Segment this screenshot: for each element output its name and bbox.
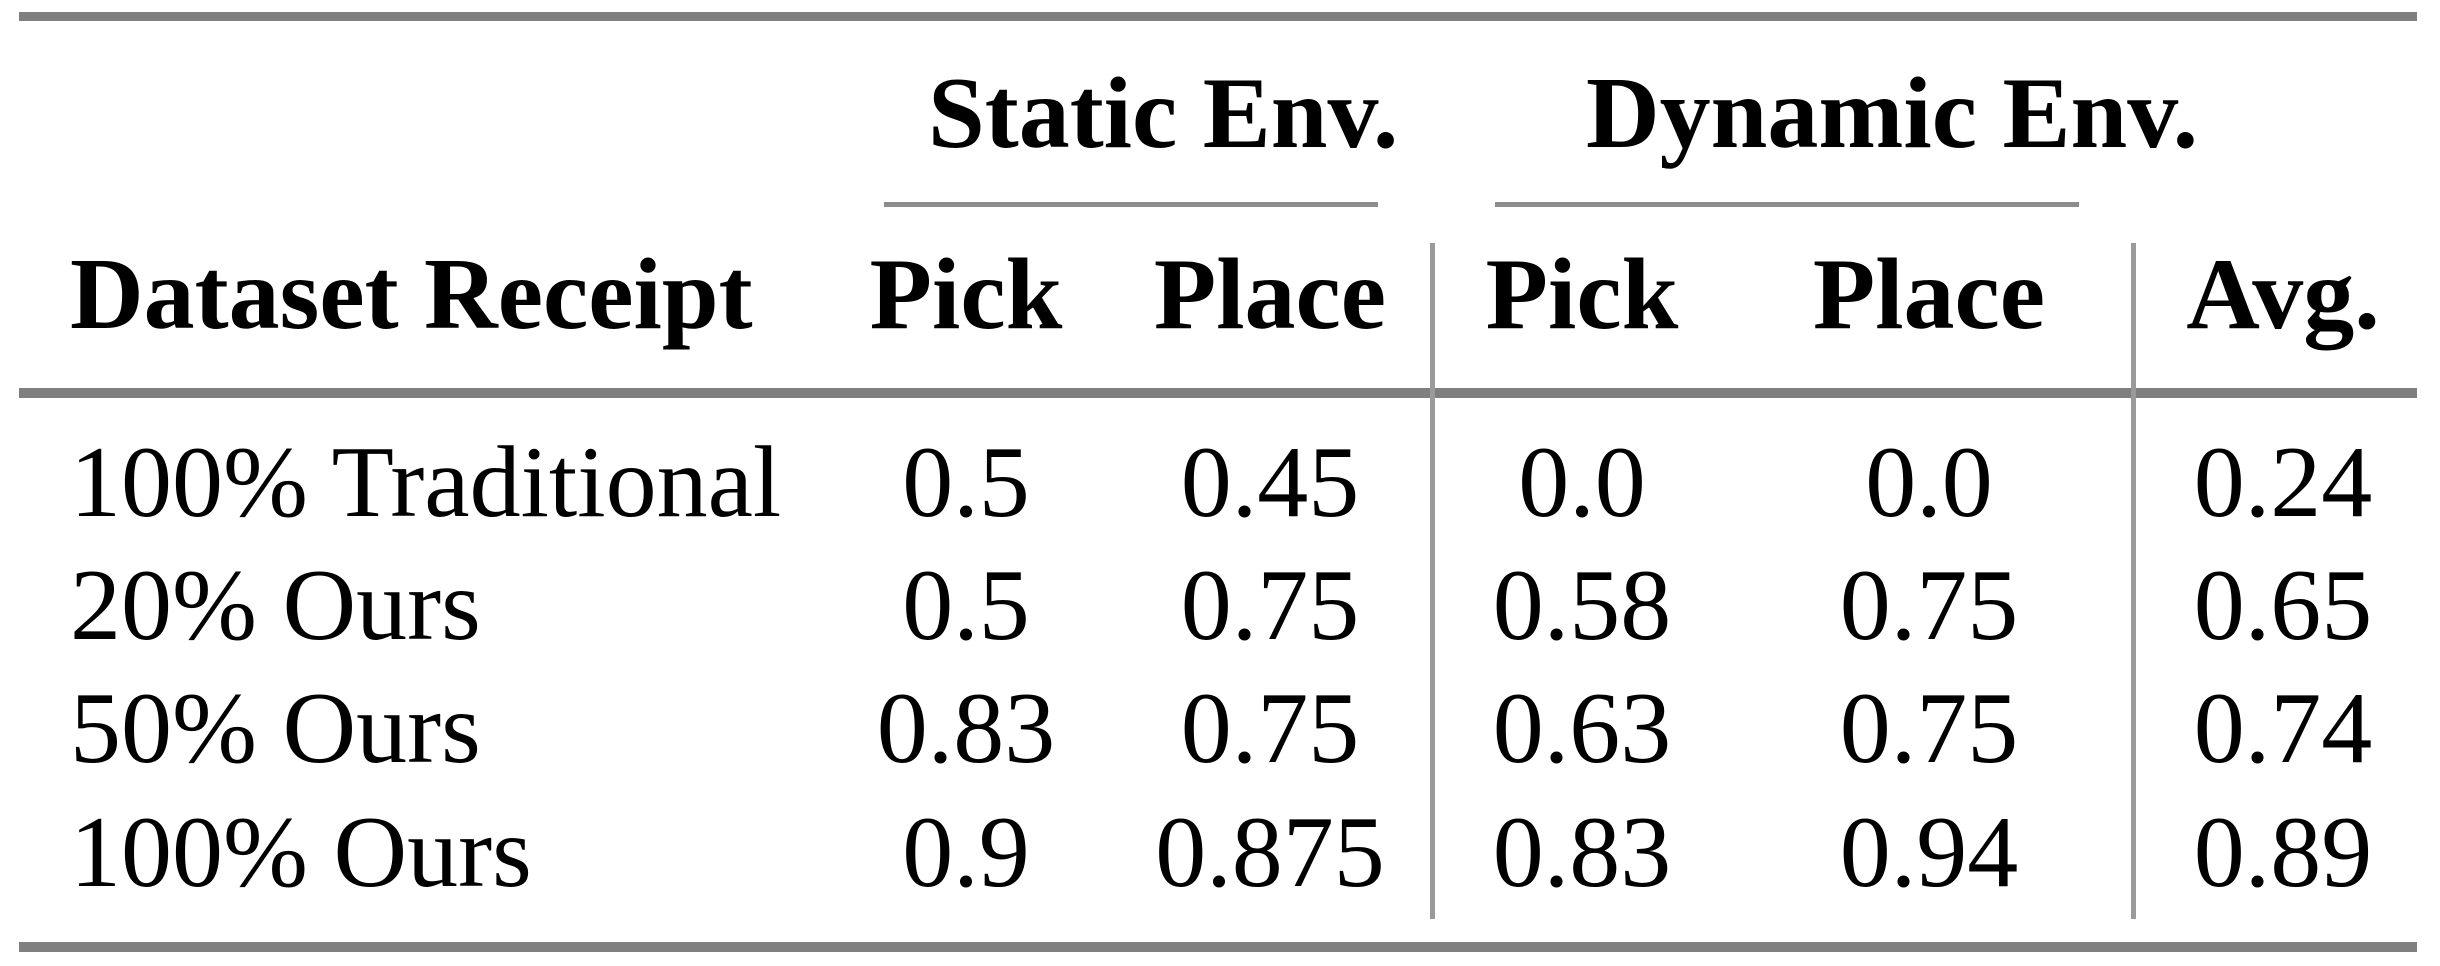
cell-static-pick: 0.83 [876,672,1056,785]
dynamic-env-underline [1495,202,2079,207]
table-bottom-rule [19,942,2417,952]
cell-avg: 0.24 [2193,426,2373,539]
cell-avg: 0.89 [2193,796,2373,909]
column-header-static-pick: Pick [869,238,1063,351]
cell-avg: 0.74 [2193,672,2373,785]
row-label: 100% Traditional [70,426,782,539]
row-label: 100% Ours [70,796,532,909]
cell-dynamic-place: 0.94 [1839,796,2019,909]
column-header-dynamic-place: Place [1812,238,2046,351]
row-label: 20% Ours [70,549,481,662]
column-header-avg: Avg. [2186,238,2380,351]
cell-dynamic-place: 0.75 [1839,672,2019,785]
group-header-dynamic-env: Dynamic Env. [1586,57,2199,170]
cell-avg: 0.65 [2193,549,2373,662]
cell-dynamic-pick: 0.0 [1518,426,1646,539]
table-top-rule [19,12,2417,21]
cell-static-place: 0.75 [1180,672,1360,785]
group-header-static-env: Static Env. [928,57,1399,170]
cell-dynamic-place: 0.0 [1865,426,1993,539]
cell-dynamic-place: 0.75 [1839,549,2019,662]
cell-static-place: 0.75 [1180,549,1360,662]
cell-static-pick: 0.9 [902,796,1030,909]
column-divider-static-dynamic [1430,243,1435,919]
table-header-rule [19,388,2417,398]
cell-static-place: 0.45 [1180,426,1360,539]
cell-static-pick: 0.5 [902,549,1030,662]
cell-static-place: 0.875 [1155,796,1385,909]
row-label: 50% Ours [70,672,481,785]
static-env-underline [884,202,1378,207]
column-header-static-place: Place [1153,238,1387,351]
cell-dynamic-pick: 0.83 [1492,796,1672,909]
cell-dynamic-pick: 0.63 [1492,672,1672,785]
column-header-dataset-receipt: Dataset Receipt [70,238,753,351]
cell-dynamic-pick: 0.58 [1492,549,1672,662]
column-header-dynamic-pick: Pick [1485,238,1679,351]
cell-static-pick: 0.5 [902,426,1030,539]
column-divider-dynamic-avg [2131,243,2136,919]
